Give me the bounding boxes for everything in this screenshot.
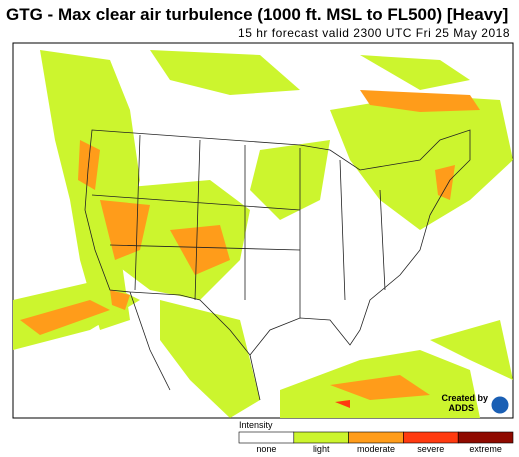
title: GTG - Max clear air turbulence (1000 ft.… [6,5,508,24]
light-area [250,140,330,220]
map: Created by ADDS [12,42,514,419]
credit-line1: Created by [441,393,488,403]
turbulence-field [13,50,513,418]
noaa-logo [490,395,510,415]
legend-label: none [256,444,276,454]
legend-label: severe [417,444,444,454]
legend-swatch [238,431,295,444]
mexico-lines [129,291,261,401]
light-area [150,50,300,95]
legend-swatch [348,431,404,444]
boundaries [84,129,471,401]
light-area [360,55,470,90]
light-area [430,320,513,380]
moderate-area [110,290,130,310]
moderate-area [78,140,100,190]
moderate-area [170,225,230,275]
state-lines [91,134,386,318]
subtitle: 15 hr forecast valid 2300 UTC Fri 25 May… [238,26,510,40]
legend-swatch [403,431,459,444]
moderate-area [20,300,110,335]
legend-swatch [457,431,514,444]
legend-label: moderate [357,444,395,454]
legend-label: extreme [469,444,502,454]
light-area [330,95,513,230]
light-area [160,300,260,418]
moderate-area [360,90,480,112]
severe-area [335,400,350,408]
credit-line2: ADDS [448,403,474,413]
legend: none light moderate severe extreme [238,431,514,454]
moderate-area [435,165,455,200]
legend-label: light [313,444,330,454]
legend-title: Intensity [239,420,273,430]
country-outline [84,129,471,356]
legend-swatch [293,431,349,444]
moderate-area [330,375,430,400]
